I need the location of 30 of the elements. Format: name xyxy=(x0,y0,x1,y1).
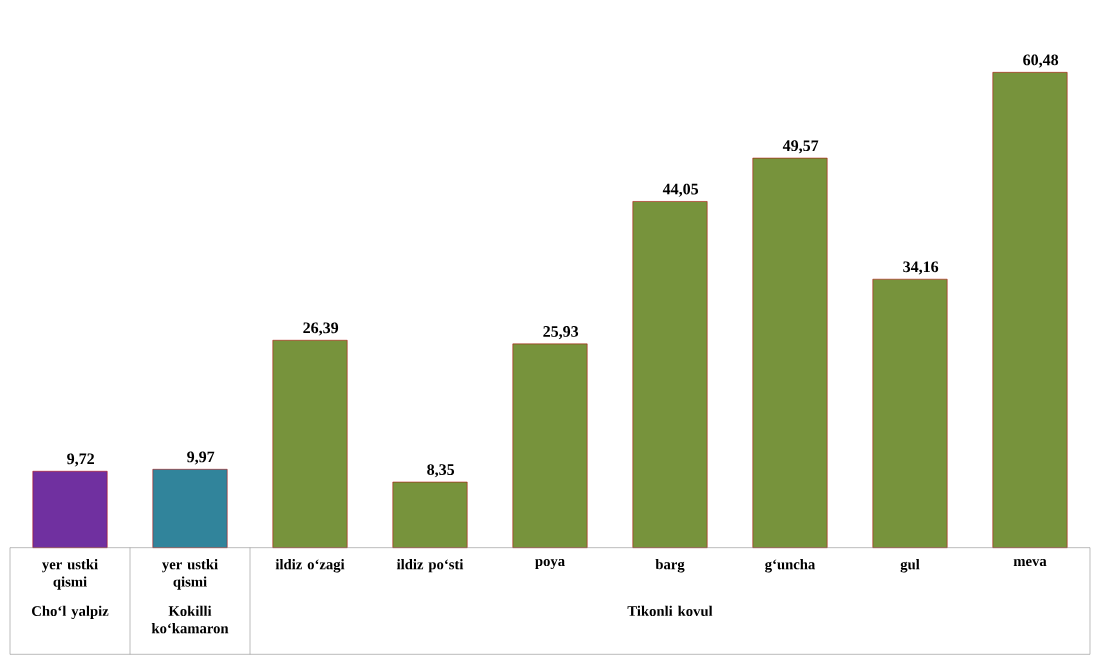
x-tick-label: ildiz po‘sti xyxy=(396,559,464,573)
bar xyxy=(392,481,468,548)
x-tick-label: gul xyxy=(900,559,920,573)
bar xyxy=(272,339,348,548)
bar xyxy=(152,469,228,548)
x-tick-label: ildiz o‘zagi xyxy=(275,559,345,573)
bar xyxy=(632,201,708,548)
text: Kokilli ko‘kamaron xyxy=(151,605,229,634)
x-tick-label: barg xyxy=(655,559,685,573)
bar xyxy=(752,157,828,548)
data-label: 9,97 xyxy=(187,451,215,465)
bar xyxy=(32,470,108,548)
x-tick-label: meva xyxy=(1013,559,1047,567)
data-label: 25,93 xyxy=(543,326,579,340)
bar xyxy=(512,343,588,548)
data-label: 49,57 xyxy=(782,140,819,154)
data-label: 8,35 xyxy=(427,464,455,478)
data-label: 9,72 xyxy=(67,453,94,467)
data-label: 26,39 xyxy=(303,322,339,336)
data-label: 44,05 xyxy=(662,183,699,197)
text: Tikonli kovul xyxy=(627,605,713,617)
x-tick-label: g‘uncha xyxy=(765,559,816,573)
data-label: 34,16 xyxy=(903,261,939,275)
bar xyxy=(872,278,948,548)
x-tick-label: yer ustki qismi xyxy=(162,559,218,590)
data-label: 60,48 xyxy=(1023,54,1059,68)
bar xyxy=(992,72,1068,548)
x-tick-label: poya xyxy=(535,559,565,570)
x-tick-label: yer ustki qismi xyxy=(42,559,98,590)
text: Cho‘l yalpiz xyxy=(32,605,109,620)
